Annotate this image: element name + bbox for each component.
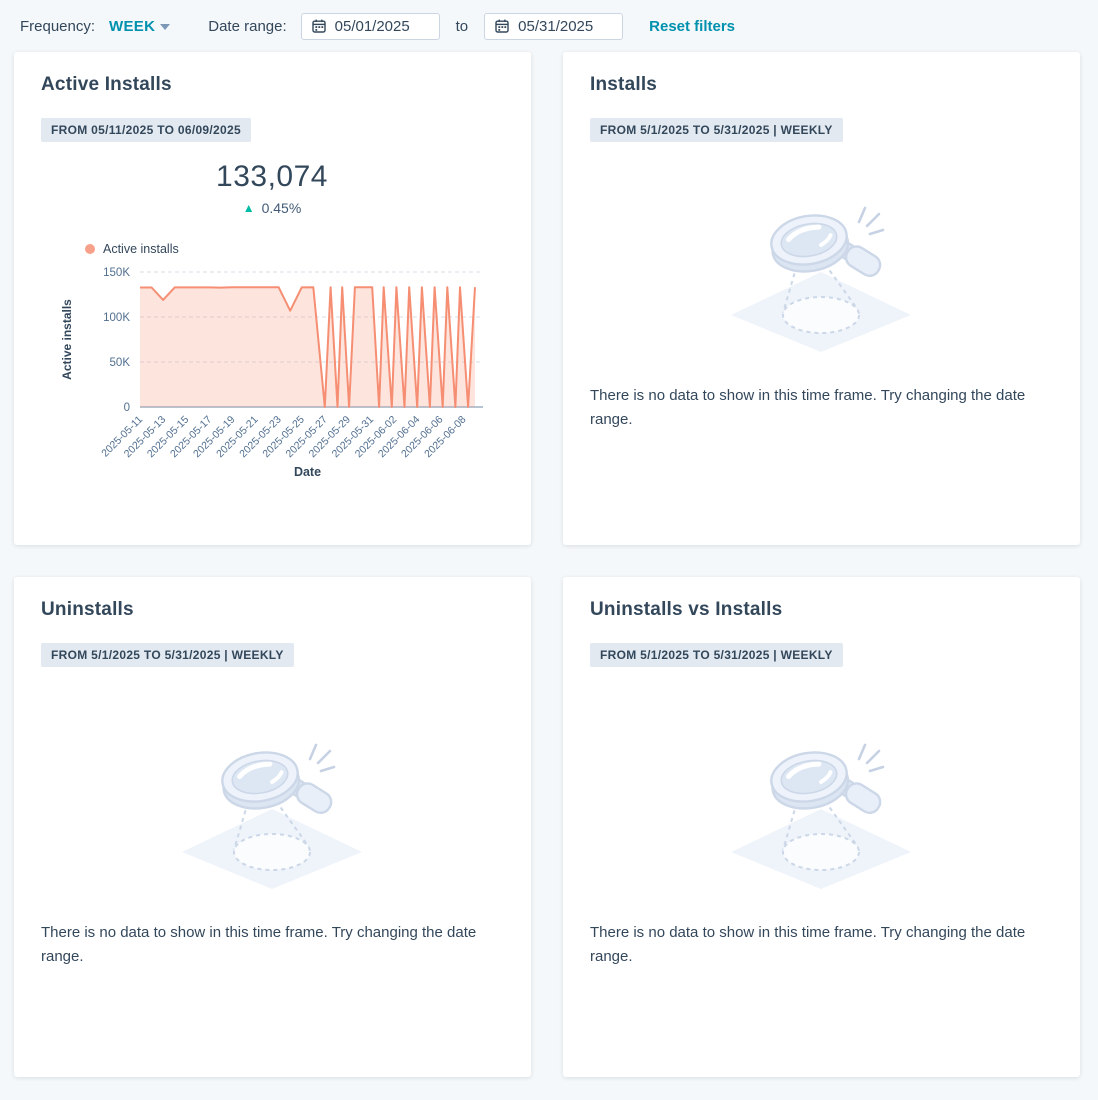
filter-bar: Frequency: WEEK Date range: 05/01/2025 t…	[0, 0, 1098, 52]
uninstalls-vs-installs-card: Uninstalls vs Installs FROM 5/1/2025 TO …	[563, 577, 1080, 1077]
legend-dot-icon	[85, 244, 95, 254]
frequency-select[interactable]: WEEK	[109, 17, 171, 35]
date-range-badge: FROM 5/1/2025 TO 5/31/2025 | WEEKLY	[41, 643, 294, 667]
empty-state-text: There is no data to show in this time fr…	[590, 387, 1026, 428]
date-to-value: 05/31/2025	[518, 17, 594, 35]
metric-block: 133,074 ▲ 0.45%	[41, 160, 503, 216]
metric-delta-value: 0.45%	[261, 200, 302, 216]
date-from-input[interactable]: 05/01/2025	[300, 12, 440, 40]
magnifying-glass-icon	[731, 206, 911, 352]
svg-text:50K: 50K	[110, 357, 131, 369]
to-label: to	[455, 17, 469, 35]
svg-text:150K: 150K	[103, 267, 130, 279]
svg-text:0: 0	[124, 402, 130, 414]
no-data-illustration	[721, 200, 921, 358]
magnifying-glass-icon	[731, 743, 911, 889]
metric-total: 133,074	[216, 160, 328, 193]
date-from-value: 05/01/2025	[334, 17, 410, 35]
chevron-down-icon	[160, 24, 171, 30]
date-to-input[interactable]: 05/31/2025	[484, 12, 624, 40]
svg-text:Date: Date	[294, 465, 321, 479]
legend-label: Active installs	[103, 242, 179, 256]
date-range-badge: FROM 5/1/2025 TO 5/31/2025 | WEEKLY	[590, 118, 843, 142]
empty-state-text: There is no data to show in this time fr…	[590, 924, 1026, 965]
date-range-badge: FROM 5/1/2025 TO 5/31/2025 | WEEKLY	[590, 643, 843, 667]
active-installs-chart-svg: 150K100K50K02025-05-112025-05-132025-05-…	[60, 267, 483, 479]
calendar-icon[interactable]	[495, 19, 509, 33]
svg-text:Active installs: Active installs	[60, 299, 74, 380]
dashboard-grid: Active Installs FROM 05/11/2025 TO 06/09…	[0, 52, 1098, 1100]
active-installs-card: Active Installs FROM 05/11/2025 TO 06/09…	[14, 52, 531, 545]
card-title: Installs	[590, 74, 658, 95]
installs-card: Installs FROM 5/1/2025 TO 5/31/2025 | WE…	[563, 52, 1080, 545]
reset-filters-link[interactable]: Reset filters	[649, 17, 736, 35]
triangle-up-icon: ▲	[242, 201, 255, 215]
card-title: Active Installs	[41, 74, 172, 95]
date-range-label: Date range:	[208, 17, 287, 35]
metric-delta: ▲ 0.45%	[41, 200, 503, 216]
calendar-icon[interactable]	[311, 19, 326, 33]
chart-legend: Active installs	[85, 242, 503, 256]
date-range-badge: FROM 05/11/2025 TO 06/09/2025	[41, 118, 251, 142]
empty-state-text: There is no data to show in this time fr…	[41, 924, 477, 965]
svg-text:100K: 100K	[103, 312, 130, 324]
uninstalls-card: Uninstalls FROM 5/1/2025 TO 5/31/2025 | …	[14, 577, 531, 1077]
no-data-illustration	[721, 737, 921, 895]
no-data-illustration	[172, 737, 372, 895]
chart-wrap: 150K 100K 50K 0 2025-05-11 2025-05-13 2025-05-…	[55, 260, 503, 489]
card-title: Uninstalls vs Installs	[590, 599, 783, 620]
frequency-label: Frequency:	[20, 17, 96, 35]
card-title: Uninstalls	[41, 599, 134, 620]
frequency-value: WEEK	[109, 17, 156, 35]
magnifying-glass-icon	[182, 743, 362, 889]
